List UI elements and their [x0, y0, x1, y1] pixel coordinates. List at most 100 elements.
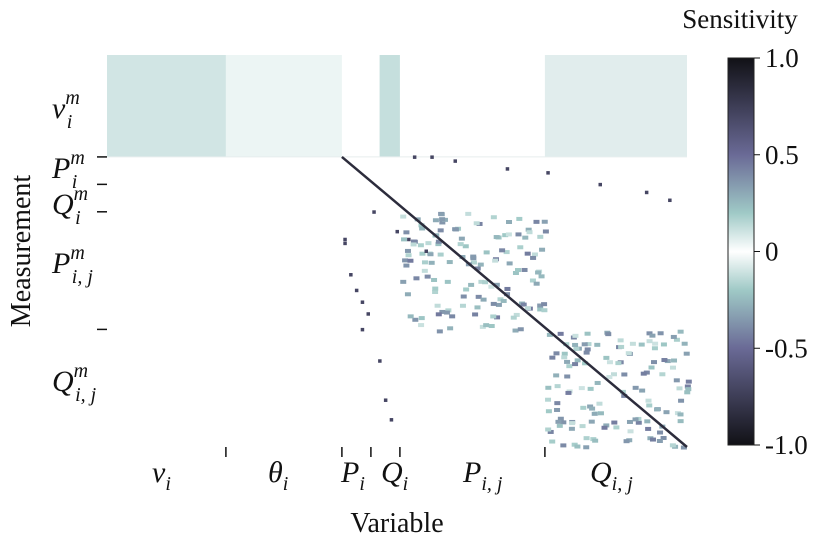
qij-block-cell [659, 372, 666, 377]
pij-block-cell [435, 312, 442, 317]
qij-block-cell [621, 393, 628, 398]
coupling-point [453, 159, 457, 163]
qij-block-cell [555, 419, 562, 424]
pij-block-cell [531, 252, 538, 257]
y-group-label-sub: i, j [75, 384, 97, 406]
pij-block-cell [444, 279, 451, 284]
pij-block-cell [503, 250, 510, 255]
pij-block-cell [458, 236, 465, 241]
qij-block-cell [545, 427, 552, 432]
pij-block-cell [463, 287, 470, 292]
qij-block-cell [645, 398, 652, 403]
qij-block-cell [677, 412, 684, 417]
qij-block-cell [615, 361, 622, 366]
coupling-point [546, 171, 550, 175]
pij-block-cell [412, 317, 419, 322]
qij-block-cell [583, 350, 590, 355]
qij-block-cell [603, 423, 610, 428]
x-group-label: Qi [381, 456, 408, 495]
coupling-point [354, 288, 359, 293]
qij-block-cell [646, 403, 653, 408]
qij-block-cell [685, 387, 692, 392]
pij-block-cell [449, 314, 456, 319]
x-group-label-sub: i [403, 473, 409, 495]
y-axis-title: Measurement [6, 175, 37, 328]
qij-block-cell [557, 416, 564, 421]
pij-block-cell [432, 218, 439, 223]
qij-block-cell [639, 388, 646, 393]
pij-block-cell [425, 241, 432, 246]
pij-block-cell [401, 237, 408, 242]
pij-block-cell [515, 268, 522, 273]
y-group-label: Qm i [52, 183, 88, 229]
qij-block-cell [613, 425, 620, 430]
qij-block-cell [617, 338, 624, 343]
qij-block-cell [553, 351, 560, 356]
qij-block-cell [549, 439, 556, 444]
qij-block-cell [573, 346, 580, 351]
qij-block-cell [554, 407, 561, 412]
pij-block-cell [403, 263, 410, 268]
qij-block-cell [669, 365, 676, 370]
qij-block-cell [626, 419, 633, 424]
pij-block-cell [407, 258, 414, 263]
coupling-point [412, 155, 417, 159]
qij-block-cell [652, 341, 659, 346]
x-axis-ticks [225, 447, 546, 457]
coupling-point [343, 241, 347, 246]
pij-block-cell [419, 226, 426, 231]
pij-block-cell [445, 308, 452, 313]
x-group-label-base: P [462, 456, 481, 489]
pij-block-cell [490, 215, 497, 220]
qij-block-cell [568, 426, 575, 431]
qij-block-cell [673, 337, 680, 342]
qij-block-cell [664, 359, 671, 364]
qij-block-cell [594, 342, 601, 347]
x-axis-group-labels: vi θi Pi Qi Pi, j Qi, j [152, 456, 633, 495]
pij-block-cell [439, 217, 446, 222]
qij-block-cell [582, 361, 589, 366]
pij-block-cell [512, 270, 519, 275]
vm-theta-block [225, 55, 342, 157]
pij-block-cell [428, 260, 435, 265]
pij-block-cell [522, 235, 529, 240]
pij-block-cell [437, 252, 444, 257]
qij-block-cell [640, 371, 647, 376]
qij-block-cell [583, 445, 590, 450]
pij-block-cell [488, 284, 495, 289]
x-group-label-sub: i [165, 473, 171, 495]
qij-block-cell [646, 339, 653, 344]
pij-block-cell [438, 212, 445, 217]
pij-block-cell [434, 303, 441, 308]
qij-block-cell [643, 370, 650, 375]
pij-block-cell [525, 227, 532, 232]
pij-block-cell [505, 232, 512, 237]
y-group-label-sup: m [70, 147, 84, 169]
qij-block-cell [606, 360, 613, 365]
coupling-point [366, 312, 370, 316]
pij-block-cell [510, 315, 517, 320]
qij-block-cell [649, 333, 656, 338]
pij-block-cell [542, 229, 549, 234]
pij-block-cell [400, 214, 407, 219]
pij-block-cell [520, 302, 527, 307]
pij-block-cell [513, 312, 520, 317]
x-group-label: Qi, j [590, 456, 633, 495]
qij-block-cell [644, 419, 651, 424]
qij-block-cell [680, 445, 687, 450]
qij-block-cell [673, 378, 680, 383]
qij-block-cell [660, 435, 667, 440]
diagonal-marks [341, 155, 688, 448]
coupling-point [360, 300, 365, 304]
qij-block-cell [557, 331, 564, 336]
x-axis-title: Variable [350, 508, 443, 539]
pij-block-cell [506, 219, 513, 224]
x-group-label-base: Q [590, 456, 612, 489]
x-group-label-sub: i, j [612, 473, 634, 495]
qij-block-cell [646, 331, 653, 336]
x-group-label-base: P [340, 456, 359, 489]
qij-block-cell [660, 342, 667, 347]
qij-block-cell [596, 401, 603, 406]
heatmap-cells [107, 55, 692, 450]
colorbar-title: Sensitivity [682, 4, 798, 34]
